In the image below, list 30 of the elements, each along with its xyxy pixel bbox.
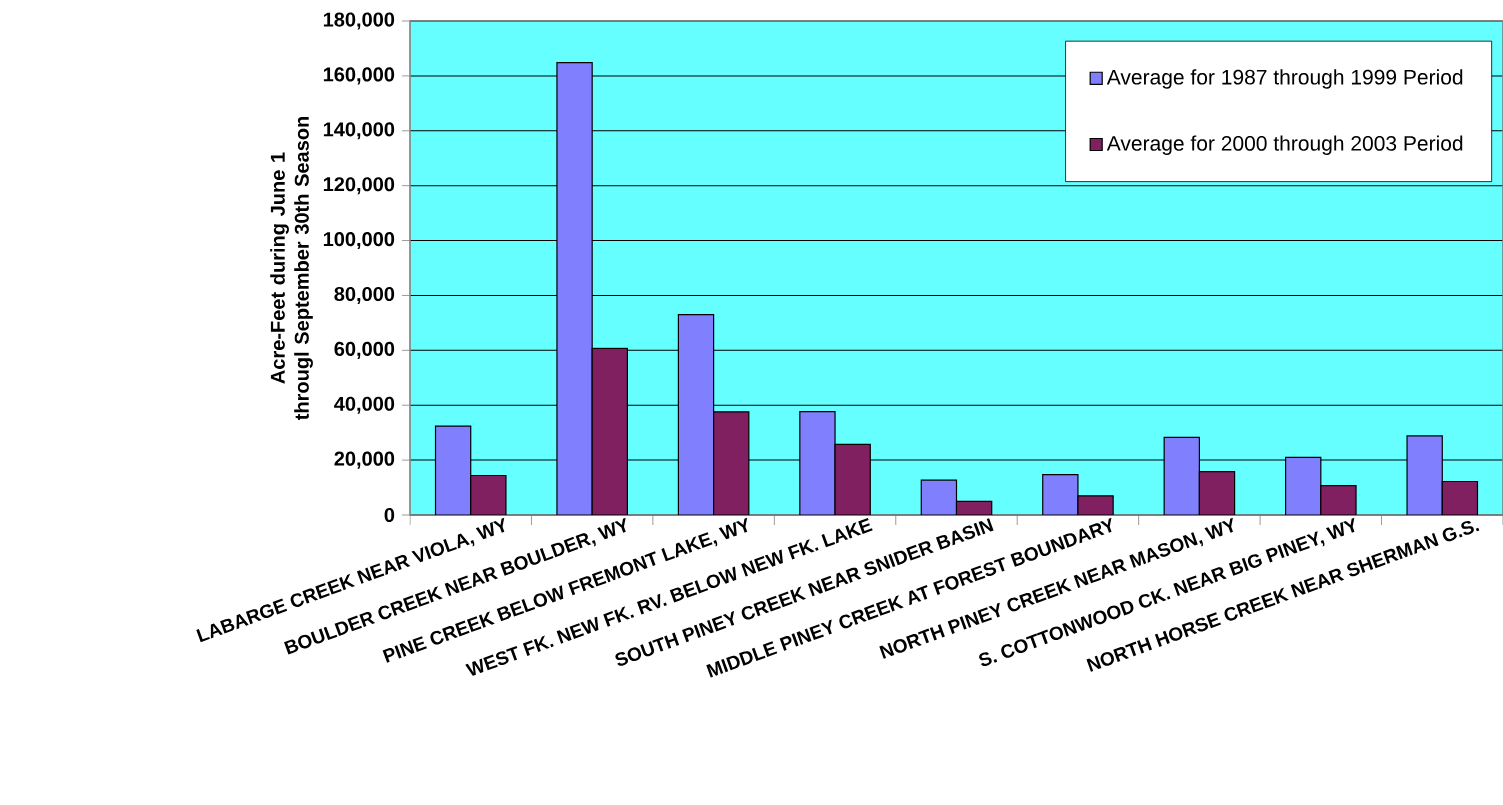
bar (834, 443, 871, 515)
y-tick-label: 180,000 (323, 12, 395, 30)
y-tick-label: 160,000 (323, 67, 395, 85)
bar (470, 474, 507, 515)
bar (677, 314, 715, 515)
bar (434, 425, 472, 515)
y-tick-label: 40,000 (334, 396, 395, 414)
y-tick-label: 120,000 (323, 177, 395, 195)
bar (1320, 485, 1357, 515)
bar (591, 347, 628, 515)
bar (556, 62, 593, 515)
y-tick-label: 60,000 (334, 341, 395, 359)
bar (1406, 435, 1443, 515)
legend-label: Average for 1987 through 1999 Period (1106, 69, 1463, 89)
y-tick-label: 140,000 (323, 122, 395, 140)
y-tick-label: 20,000 (334, 451, 395, 469)
bar (799, 410, 836, 515)
bar (1163, 436, 1200, 515)
bar (1441, 480, 1479, 515)
y-tick-label: 100,000 (323, 232, 395, 250)
bar (1285, 456, 1322, 515)
legend-label: Average for 2000 through 2003 Period (1106, 135, 1463, 155)
bar (1077, 495, 1114, 515)
bar (920, 479, 958, 515)
bar (1042, 474, 1079, 515)
y-axis-title: Acre-Feet during June 1 througl September 30th Season (270, 117, 313, 420)
y-tick-label: 80,000 (334, 286, 395, 304)
bar (713, 411, 750, 515)
bar (1198, 471, 1236, 515)
y-tick-label: 0 (384, 507, 395, 523)
